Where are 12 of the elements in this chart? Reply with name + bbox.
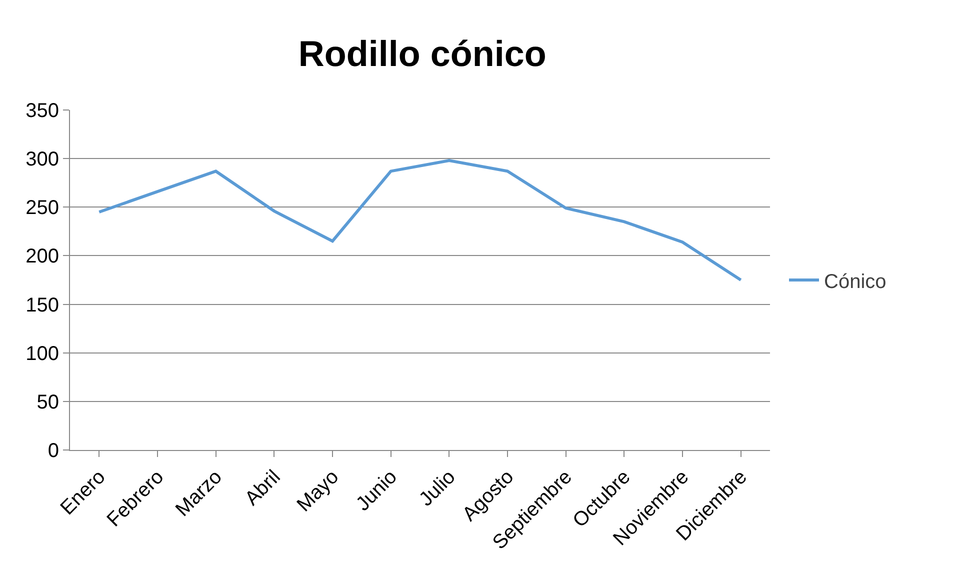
y-tick-label: 300 (26, 148, 59, 171)
chart-title: Rodillo cónico (298, 32, 546, 74)
y-tick-label: 250 (26, 197, 59, 220)
y-tick-label: 0 (48, 440, 59, 462)
legend-label: Cónico (824, 270, 886, 293)
y-tick-label: 200 (26, 246, 59, 268)
y-tick-label: 150 (26, 294, 59, 316)
y-tick-label: 350 (26, 100, 59, 122)
line-series (98, 159, 742, 282)
x-tick-label: Julio (415, 466, 460, 511)
y-tick-label: 50 (36, 391, 59, 414)
y-tick-label: 100 (26, 342, 59, 365)
